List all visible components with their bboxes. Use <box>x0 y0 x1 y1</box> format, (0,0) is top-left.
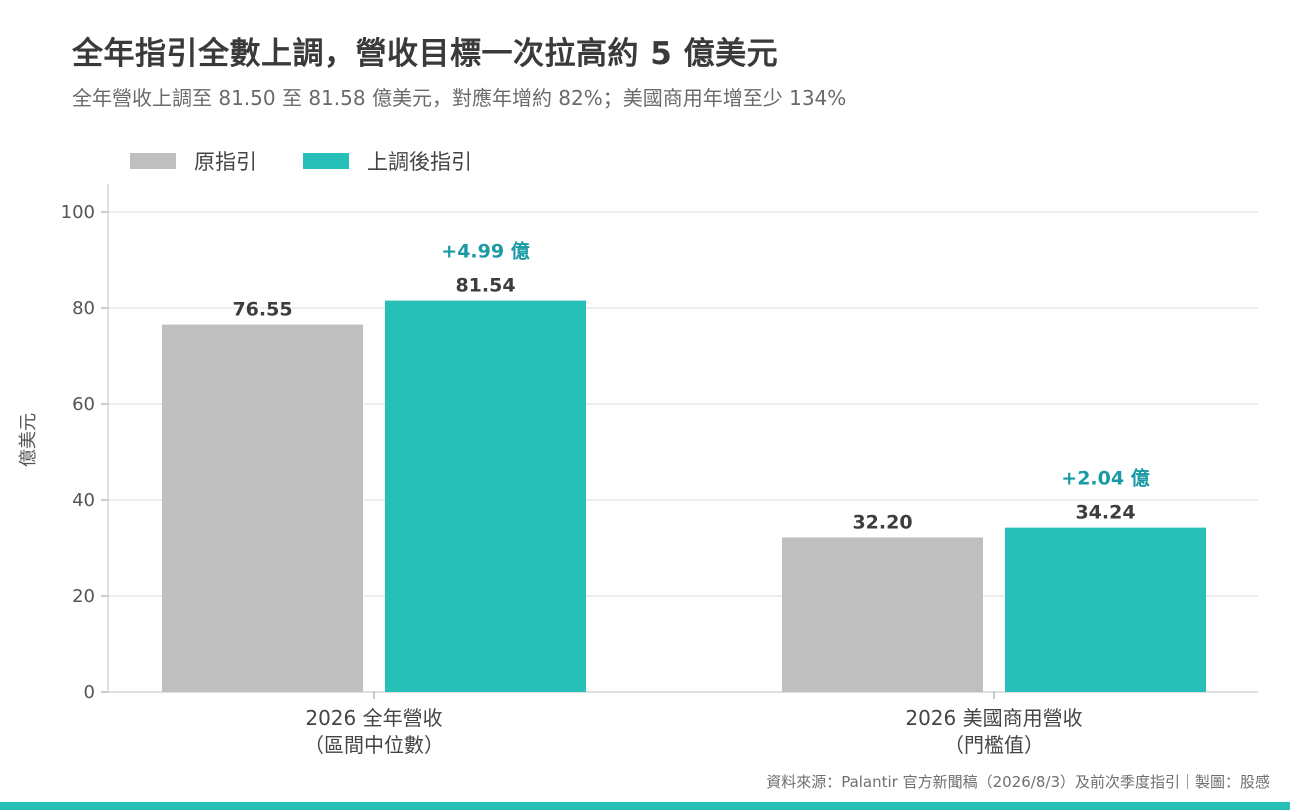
category-label-1: 2026 美國商用營收 <box>905 706 1082 730</box>
legend-label-raised: 上調後指引 <box>367 150 472 174</box>
bar-raised-1 <box>1005 527 1206 692</box>
y-tick-label-80: 80 <box>72 298 95 319</box>
bar-raised-0 <box>385 300 586 692</box>
legend: 原指引 上調後指引 <box>130 146 518 176</box>
y-tick-label-100: 100 <box>61 202 95 223</box>
delta-annotation-1: +2.04 億 <box>1061 467 1149 490</box>
y-tick-label-60: 60 <box>72 394 95 415</box>
value-label-raised-1: 34.24 <box>1075 502 1135 524</box>
category-label-0: 2026 全年營收 <box>305 706 442 730</box>
legend-label-original: 原指引 <box>194 150 257 174</box>
value-label-original-1: 32.20 <box>852 511 912 533</box>
legend-swatch-raised <box>303 153 349 169</box>
category-sublabel-0: （區間中位數） <box>304 733 444 757</box>
bar-original-1 <box>782 537 983 692</box>
y-axis-label: 億美元 <box>18 413 39 467</box>
delta-annotation-0: +4.99 億 <box>441 240 529 263</box>
y-tick-label-0: 0 <box>84 682 95 703</box>
source-note: 資料來源：Palantir 官方新聞稿（2026/8/3）及前次季度指引｜製圖：… <box>766 773 1270 791</box>
chart-subtitle: 全年營收上調至 81.50 至 81.58 億美元，對應年增約 82%；美國商用… <box>72 86 847 110</box>
legend-swatch-original <box>130 153 176 169</box>
y-tick-label-20: 20 <box>72 586 95 607</box>
category-sublabel-1: （門檻值） <box>944 733 1044 757</box>
chart-title: 全年指引全數上調，營收目標一次拉高約 5 億美元 <box>72 36 779 72</box>
legend-item-original: 原指引 <box>130 146 257 176</box>
y-tick-label-40: 40 <box>72 490 95 511</box>
bar-original-0 <box>162 324 363 692</box>
value-label-original-0: 76.55 <box>232 299 292 321</box>
legend-item-raised: 上調後指引 <box>303 146 472 176</box>
bottom-accent-bar <box>0 802 1290 810</box>
value-label-raised-0: 81.54 <box>455 275 515 297</box>
